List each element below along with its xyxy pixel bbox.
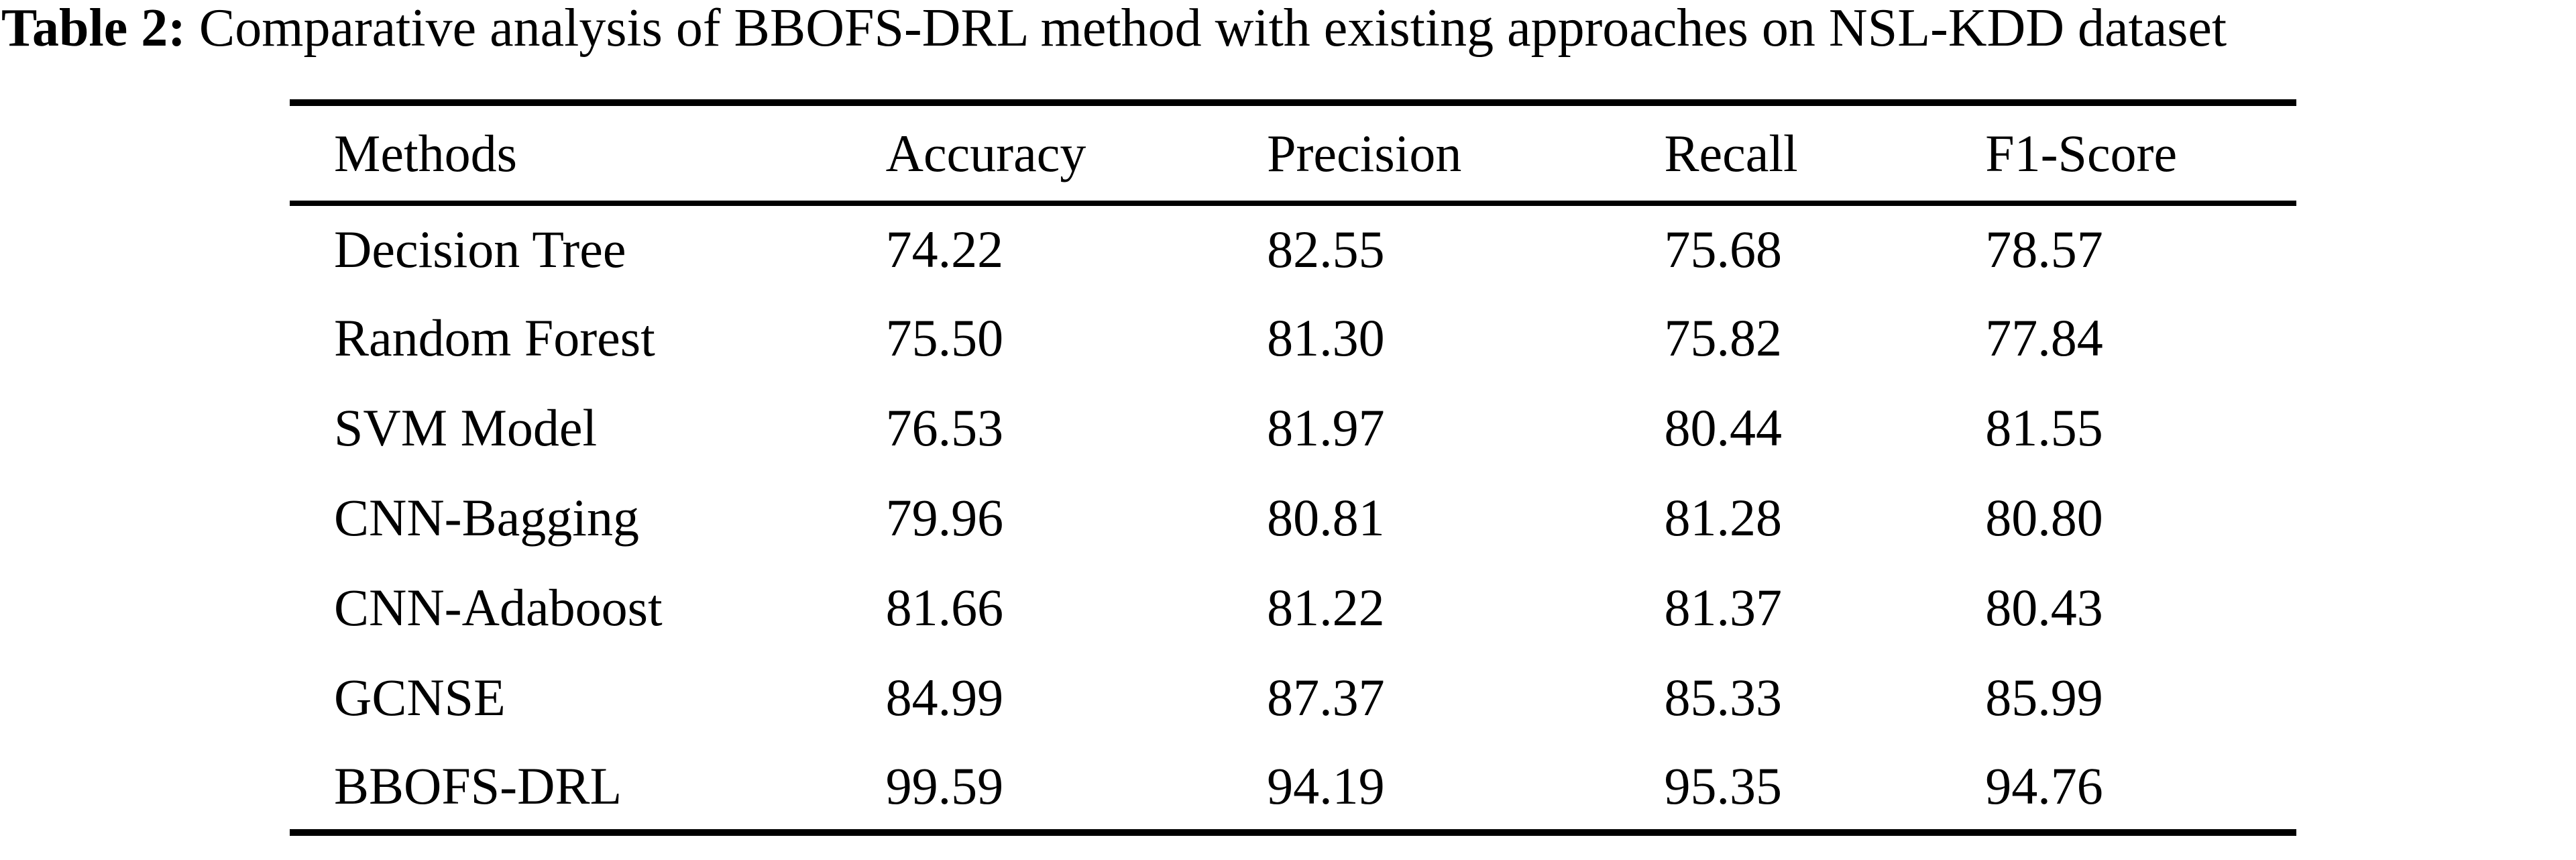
table-row: BBOFS-DRL 99.59 94.19 95.35 94.76	[290, 743, 2296, 832]
col-header-methods: Methods	[334, 123, 517, 182]
recall-cell: 81.28	[1664, 488, 1782, 547]
table-body: Decision Tree 74.22 82.55 75.68 78.57 Random …	[290, 203, 2296, 832]
f1-cell: 77.84	[1985, 309, 2103, 367]
precision-cell: 82.55	[1267, 220, 1385, 278]
col-header-recall: Recall	[1664, 123, 1798, 182]
table-row: CNN-Bagging 79.96 80.81 81.28 80.80	[290, 473, 2296, 563]
f1-cell: 80.80	[1985, 488, 2103, 547]
precision-cell: 81.22	[1267, 578, 1385, 637]
method-cell: CNN-Bagging	[334, 488, 639, 547]
method-cell: Random Forest	[334, 309, 655, 367]
recall-cell: 85.33	[1664, 668, 1782, 727]
table-row: CNN-Adaboost 81.66 81.22 81.37 80.43	[290, 563, 2296, 653]
method-cell: Decision Tree	[334, 220, 626, 278]
method-cell: BBOFS-DRL	[334, 756, 622, 815]
f1-cell: 85.99	[1985, 668, 2103, 727]
accuracy-cell: 76.53	[885, 398, 1004, 457]
precision-cell: 81.97	[1267, 398, 1385, 457]
recall-cell: 80.44	[1664, 398, 1782, 457]
accuracy-cell: 75.50	[885, 309, 1004, 367]
table-row: Decision Tree 74.22 82.55 75.68 78.57	[290, 203, 2296, 293]
precision-cell: 80.81	[1267, 488, 1385, 547]
accuracy-cell: 81.66	[885, 578, 1004, 637]
col-header-accuracy: Accuracy	[885, 123, 1086, 182]
method-cell: SVM Model	[334, 398, 598, 457]
col-header-f1-score: F1-Score	[1985, 123, 2178, 182]
recall-cell: 95.35	[1664, 756, 1782, 815]
header-row: Methods Accuracy Precision Recall F1-Sco…	[290, 103, 2296, 203]
accuracy-cell: 99.59	[885, 756, 1004, 815]
f1-cell: 94.76	[1985, 756, 2103, 815]
table-caption-text: Comparative analysis of BBOFS-DRL method…	[185, 0, 2227, 58]
table-row: GCNSE 84.99 87.37 85.33 85.99	[290, 653, 2296, 743]
table-row: Random Forest 75.50 81.30 75.82 77.84	[290, 293, 2296, 383]
recall-cell: 81.37	[1664, 578, 1782, 637]
method-cell: GCNSE	[334, 668, 506, 727]
recall-cell: 75.82	[1664, 309, 1782, 367]
recall-cell: 75.68	[1664, 220, 1782, 278]
f1-cell: 78.57	[1985, 220, 2103, 278]
table-caption-label: Table 2:	[1, 0, 186, 58]
accuracy-cell: 79.96	[885, 488, 1004, 547]
accuracy-cell: 74.22	[885, 220, 1004, 278]
precision-cell: 87.37	[1267, 668, 1385, 727]
table-caption: Table 2: Comparative analysis of BBOFS-D…	[1, 0, 2227, 58]
precision-cell: 81.30	[1267, 309, 1385, 367]
table-row: SVM Model 76.53 81.97 80.44 81.55	[290, 383, 2296, 473]
accuracy-cell: 84.99	[885, 668, 1004, 727]
f1-cell: 81.55	[1985, 398, 2103, 457]
f1-cell: 80.43	[1985, 578, 2103, 637]
precision-cell: 94.19	[1267, 756, 1385, 815]
method-cell: CNN-Adaboost	[334, 578, 663, 637]
results-table: Methods Accuracy Precision Recall F1-Sco…	[290, 99, 2296, 836]
col-header-precision: Precision	[1267, 123, 1462, 182]
